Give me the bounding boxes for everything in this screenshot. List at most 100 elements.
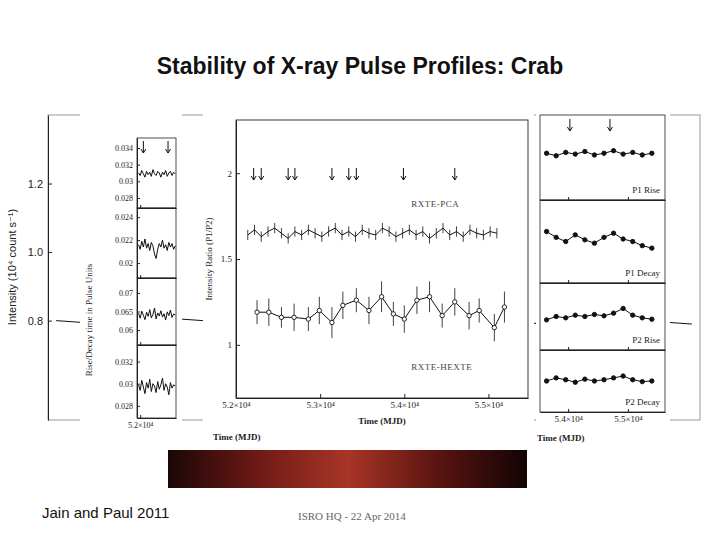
tick [568,197,569,200]
panel-background [203,108,534,428]
tick-mark [137,148,140,149]
tick-mark [140,275,141,278]
data-line [248,228,497,238]
data-point [583,238,587,242]
tick-mark [140,205,141,208]
tick: 5.2×10⁴ [128,415,154,430]
tick: 1 [228,340,241,350]
tick-label: 5.5×10⁴ [475,400,503,410]
tick: 1.2 [28,178,52,190]
axis: 0.070.0650.06 [115,279,140,346]
arrow [329,168,334,180]
data-point [631,313,635,317]
arrow [607,119,612,131]
tick-mark [137,406,140,407]
arrow [401,168,406,180]
tick-mark [404,394,405,398]
axis-line [48,116,49,421]
tick [568,280,569,283]
data-point [650,317,654,321]
panel-label: P1 Decay [625,268,660,278]
tick-mark [236,173,240,174]
arrow [166,141,171,153]
axis-title: Time (MJD) [537,433,585,443]
tick-mark [48,252,52,253]
tick [628,347,629,350]
tick [628,280,629,283]
plot-frame [540,350,665,412]
data-line [547,308,652,319]
data-point [453,300,457,304]
panel-label: P2 Decay [625,397,660,407]
tick [628,197,629,200]
data-point [611,376,615,380]
data-point [583,377,587,381]
tick-mark [628,347,629,350]
arrow [259,168,264,180]
axis-line [137,346,138,419]
data-point [611,231,615,235]
plot-marks [139,308,176,320]
data-point [544,229,548,233]
tick [568,347,569,350]
tick-mark [137,165,140,166]
arrow [251,168,256,180]
data-line [139,239,176,259]
tick-mark [137,312,140,313]
data-point [427,295,431,299]
data-point [440,313,444,317]
axis-title: Intensity Ratio (P1/P2) [204,217,214,300]
data-point [255,310,259,314]
tick-mark [236,345,240,346]
tick-label: 0.028 [115,194,133,203]
tick-mark [137,217,140,218]
plot-marks [248,168,507,341]
axis: 5.2×10⁴5.3×10⁴5.4×10⁴5.5×10⁴ [222,394,528,410]
data-point [467,313,471,317]
data-point [279,315,283,319]
slide-title: Stability of X-ray Pulse Profiles: Crab [157,53,563,79]
plot-frame [540,200,665,283]
plot-marks [544,306,654,322]
tick-label: 0.03 [119,177,133,186]
tick-label: 0.028 [115,402,133,411]
data-point [554,314,558,318]
tick: 0.07 [119,289,140,298]
data-point [573,233,577,237]
data-point [267,310,271,314]
plot-frame [137,138,176,208]
plot-marks [544,119,654,158]
arrow [141,141,146,153]
tick-mark [320,394,321,398]
data-point [631,239,635,243]
tick-label: 0.03 [119,380,133,389]
nebula-image [168,450,527,488]
data-point [640,153,644,157]
tick [140,342,141,345]
chart-rise-decay: 0.0340.0320.030.0280.0240.0220.020.070.0… [80,110,182,432]
data-point [631,378,635,382]
data-point [477,308,481,312]
data-line [139,378,176,395]
data-point [554,154,558,158]
axis: 0.0240.0220.02 [115,209,140,279]
tick: 5.5×10⁴ [475,394,503,410]
tick: 2 [228,169,241,179]
data-point [306,317,310,321]
arrow [346,168,351,180]
data-point [621,152,625,156]
tick [140,205,141,208]
tick-mark [568,347,569,350]
data-point [317,308,321,312]
panel-label: P2 Rise [632,335,660,345]
axis-title: Intensity (10⁴ count s⁻¹) [6,209,18,325]
tick: 0.065 [115,308,140,317]
data-point [621,374,625,378]
data-point [544,151,548,155]
data-point [415,298,419,302]
tick-label: 5.2×10⁴ [128,421,154,430]
tick-mark [48,321,52,322]
plot-frame [236,120,528,398]
data-point [544,379,548,383]
axis: 0.0340.0320.030.028 [115,139,140,209]
